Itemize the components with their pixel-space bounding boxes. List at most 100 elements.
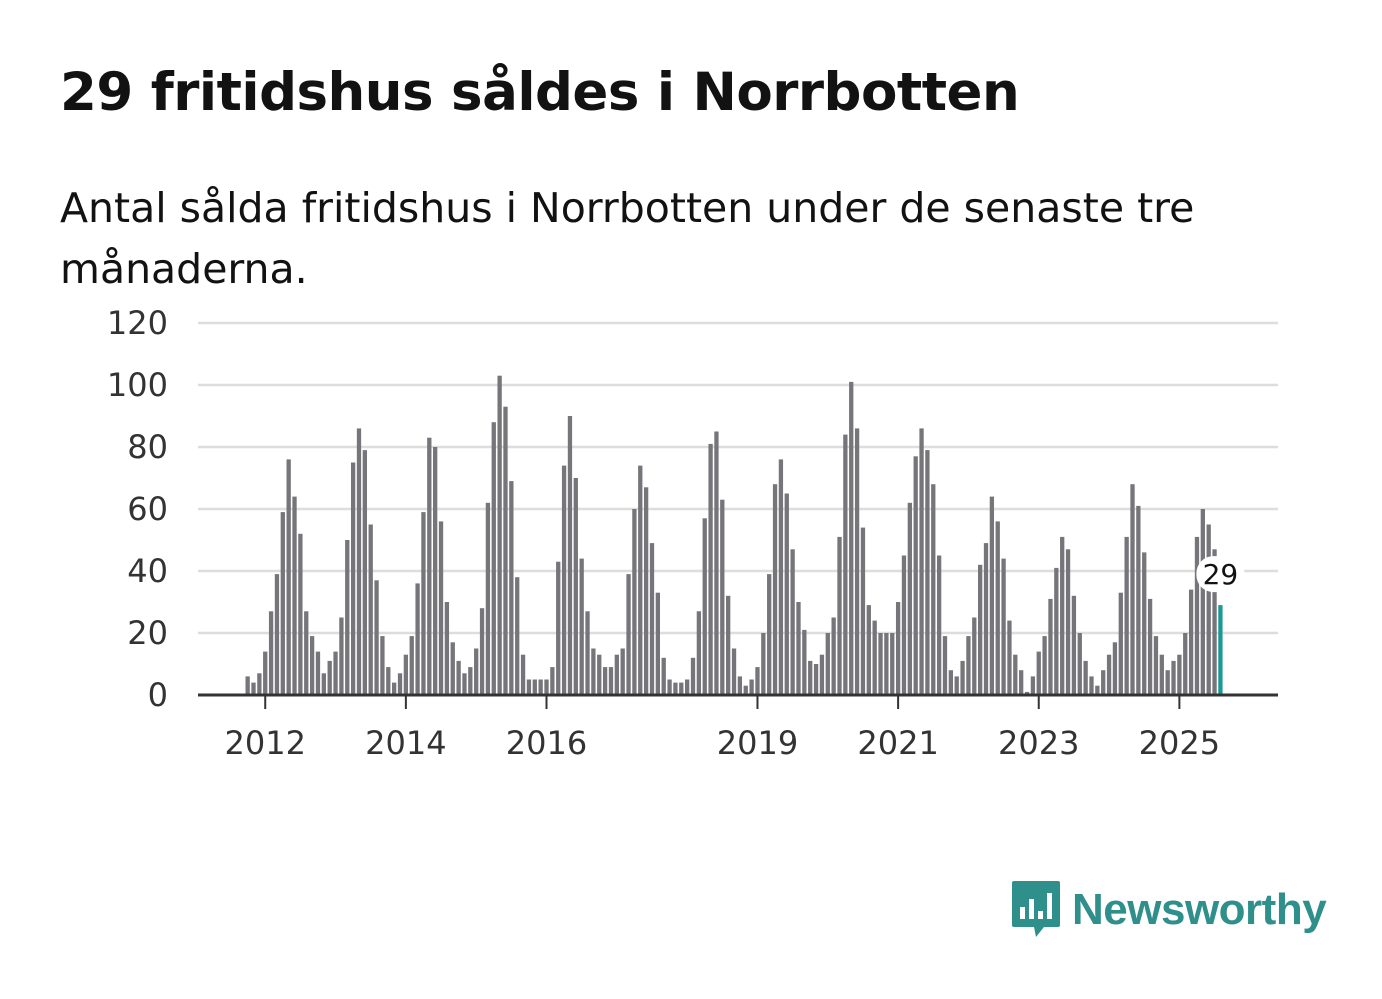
y-tick-label: 20 — [127, 614, 168, 652]
bar — [1159, 654, 1164, 695]
bar — [567, 416, 573, 695]
bar — [936, 555, 942, 695]
bar — [286, 459, 291, 695]
bar — [1071, 595, 1077, 695]
bar — [643, 487, 649, 695]
bar — [1171, 660, 1176, 695]
bar — [989, 496, 995, 695]
bar — [813, 664, 819, 695]
bar — [714, 431, 719, 695]
bar — [538, 679, 543, 695]
bar — [298, 533, 303, 695]
bar — [585, 611, 590, 695]
bar — [573, 478, 578, 695]
bar — [673, 682, 678, 695]
bar — [966, 636, 971, 695]
bar — [1153, 636, 1159, 695]
x-tick-label: 2012 — [225, 724, 306, 762]
bar — [802, 629, 807, 695]
bar — [421, 512, 426, 695]
x-tick-label: 2014 — [365, 724, 446, 762]
x-tick-label: 2025 — [1139, 724, 1220, 762]
x-tick-label: 2021 — [857, 724, 938, 762]
bar — [479, 608, 485, 695]
bar — [415, 583, 420, 695]
bar — [1060, 536, 1065, 695]
x-tick-label: 2023 — [998, 724, 1079, 762]
bar — [1136, 505, 1141, 695]
bar — [907, 502, 912, 695]
bar — [1165, 670, 1170, 695]
bar — [843, 434, 848, 695]
bar — [397, 673, 403, 695]
bar — [913, 456, 918, 695]
bar — [403, 654, 409, 695]
bar — [526, 679, 532, 695]
bar — [550, 667, 555, 695]
bar — [1212, 549, 1217, 695]
highlight-label-bg — [1196, 556, 1245, 593]
bar — [456, 660, 461, 695]
bar — [1001, 558, 1006, 695]
bar — [608, 667, 614, 695]
bar — [427, 437, 432, 695]
bar — [1200, 509, 1205, 695]
bar — [263, 651, 268, 695]
bar — [1188, 589, 1194, 695]
bar — [251, 682, 256, 695]
bar — [245, 676, 250, 695]
bar — [954, 676, 959, 695]
bar — [819, 654, 825, 695]
bar — [620, 648, 625, 695]
bar — [1048, 598, 1053, 695]
bar — [720, 499, 725, 695]
bar — [1112, 642, 1118, 695]
bar — [737, 676, 743, 695]
x-axis-ticks: 2012 2014 2016 2019 2021 2023 2025 — [225, 695, 1220, 762]
bar — [350, 462, 356, 695]
bar — [837, 536, 842, 695]
bar — [1106, 654, 1112, 695]
highlight-bar — [1218, 605, 1223, 695]
bar — [825, 633, 830, 695]
bar — [772, 484, 778, 695]
highlight-annotation: 29 — [1196, 556, 1245, 593]
x-tick-label: 2016 — [506, 724, 587, 762]
bar — [872, 620, 877, 695]
bar — [491, 422, 496, 695]
bar — [983, 543, 989, 695]
bar — [960, 660, 965, 695]
y-tick-label: 0 — [148, 676, 168, 714]
bar — [661, 657, 666, 695]
bar — [561, 465, 567, 695]
bar — [649, 543, 655, 695]
bar — [591, 648, 596, 695]
bar — [392, 682, 397, 695]
bar — [690, 657, 696, 695]
bar — [808, 660, 813, 695]
bar — [854, 428, 860, 695]
bar — [474, 648, 479, 695]
bar — [743, 685, 748, 695]
bar — [1024, 691, 1030, 695]
bar — [556, 561, 561, 695]
bar — [362, 450, 367, 695]
chart-subtitle: Antal sålda fritidshus i Norrbotten unde… — [60, 184, 1195, 293]
bar — [532, 679, 537, 695]
bar — [1036, 651, 1041, 695]
bar — [726, 595, 731, 695]
brand-name: Newsworthy — [1072, 885, 1327, 934]
bar — [374, 580, 379, 695]
bar — [257, 673, 262, 695]
chart-title: 29 fritidshus såldes i Norrbotten — [60, 62, 1020, 123]
bar — [895, 602, 901, 695]
bar — [520, 654, 526, 695]
bar — [749, 679, 754, 695]
bar — [321, 673, 326, 695]
bar — [497, 375, 502, 695]
bar — [1118, 592, 1123, 695]
bar — [356, 428, 362, 695]
bar — [890, 633, 895, 695]
bar — [919, 428, 924, 695]
